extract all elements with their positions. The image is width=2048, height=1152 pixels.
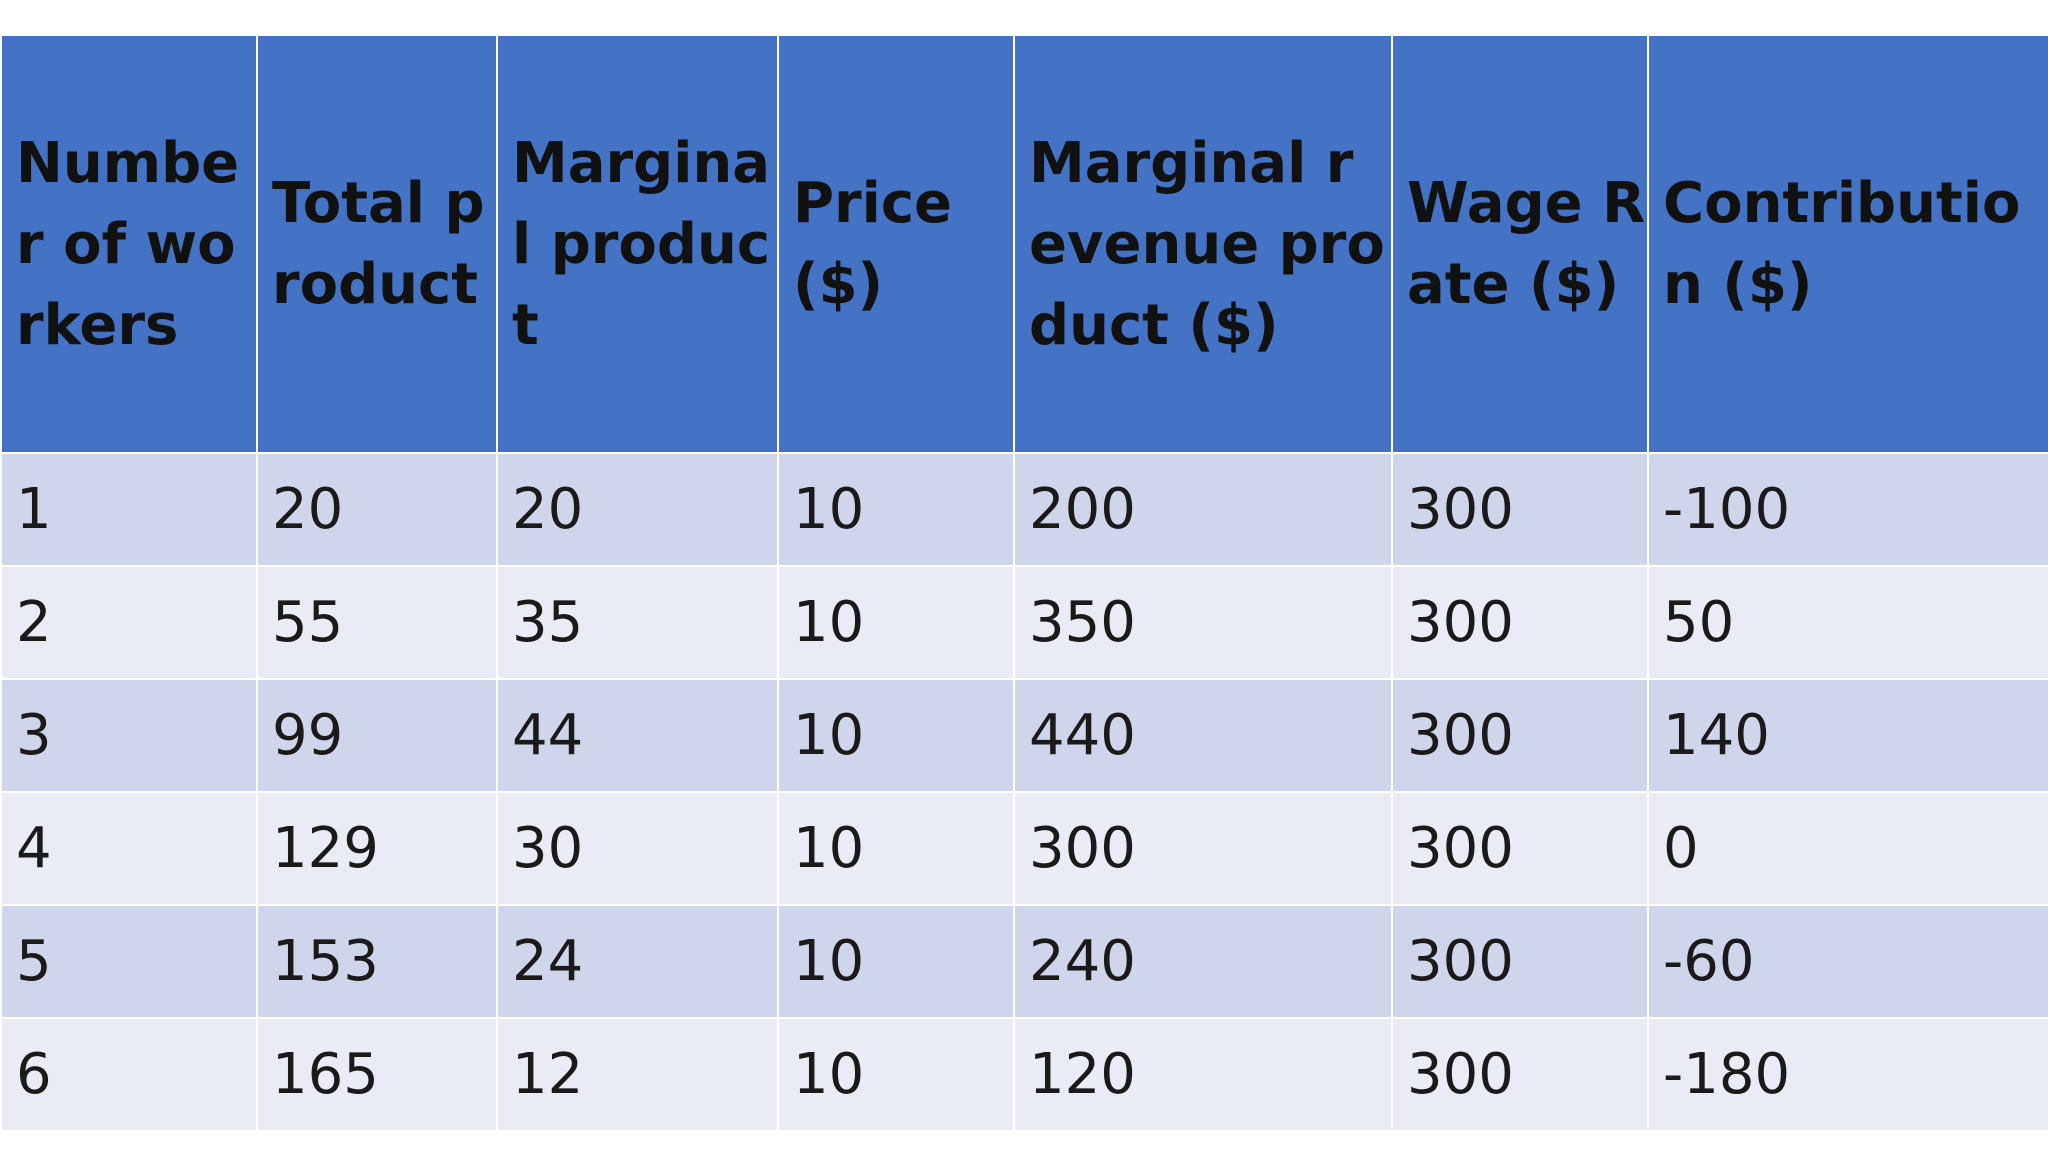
- column-header-wage-rate: Wage Rate ($): [1391, 34, 1649, 454]
- cell-contribution: 140: [1647, 678, 2048, 793]
- cell-total-product: 20: [256, 452, 498, 567]
- cell-mrp: 350: [1013, 565, 1393, 680]
- cell-workers: 1: [0, 452, 258, 567]
- header-row: Number of workers Total product Marginal…: [0, 34, 2048, 454]
- table-row: 1 20 20 10 200 300 -100: [0, 452, 2048, 567]
- cell-marginal-product: 35: [496, 565, 779, 680]
- cell-contribution: -100: [1647, 452, 2048, 567]
- column-header-number-of-workers: Number of workers: [0, 34, 258, 454]
- table-row: 3 99 44 10 440 300 140: [0, 678, 2048, 793]
- cell-marginal-product: 20: [496, 452, 779, 567]
- cell-workers: 5: [0, 904, 258, 1019]
- cell-total-product: 165: [256, 1017, 498, 1132]
- cell-price: 10: [777, 678, 1015, 793]
- cell-marginal-product: 44: [496, 678, 779, 793]
- cell-mrp: 200: [1013, 452, 1393, 567]
- column-header-total-product: Total product: [256, 34, 498, 454]
- cell-wage-rate: 300: [1391, 565, 1649, 680]
- cell-contribution: 0: [1647, 791, 2048, 906]
- cell-wage-rate: 300: [1391, 452, 1649, 567]
- cell-marginal-product: 12: [496, 1017, 779, 1132]
- cell-mrp: 240: [1013, 904, 1393, 1019]
- data-table: Number of workers Total product Marginal…: [0, 34, 2048, 1132]
- cell-total-product: 129: [256, 791, 498, 906]
- cell-total-product: 153: [256, 904, 498, 1019]
- cell-contribution: 50: [1647, 565, 2048, 680]
- table-row: 2 55 35 10 350 300 50: [0, 565, 2048, 680]
- cell-mrp: 120: [1013, 1017, 1393, 1132]
- cell-wage-rate: 300: [1391, 1017, 1649, 1132]
- cell-total-product: 55: [256, 565, 498, 680]
- cell-wage-rate: 300: [1391, 791, 1649, 906]
- cell-price: 10: [777, 791, 1015, 906]
- cell-price: 10: [777, 1017, 1015, 1132]
- cell-total-product: 99: [256, 678, 498, 793]
- cell-contribution: -60: [1647, 904, 2048, 1019]
- column-header-price: Price ($): [777, 34, 1015, 454]
- cell-price: 10: [777, 904, 1015, 1019]
- cell-workers: 3: [0, 678, 258, 793]
- table-row: 6 165 12 10 120 300 -180: [0, 1017, 2048, 1132]
- cell-contribution: -180: [1647, 1017, 2048, 1132]
- column-header-contribution: Contribution ($): [1647, 34, 2048, 454]
- cell-workers: 4: [0, 791, 258, 906]
- data-table-container: Number of workers Total product Marginal…: [0, 34, 2048, 1132]
- column-header-marginal-revenue-product: Marginal revenue product ($): [1013, 34, 1393, 454]
- cell-marginal-product: 24: [496, 904, 779, 1019]
- cell-mrp: 440: [1013, 678, 1393, 793]
- cell-workers: 2: [0, 565, 258, 680]
- table-row: 5 153 24 10 240 300 -60: [0, 904, 2048, 1019]
- cell-marginal-product: 30: [496, 791, 779, 906]
- column-header-marginal-product: Marginal product: [496, 34, 779, 454]
- cell-workers: 6: [0, 1017, 258, 1132]
- cell-mrp: 300: [1013, 791, 1393, 906]
- table-row: 4 129 30 10 300 300 0: [0, 791, 2048, 906]
- table-body: 1 20 20 10 200 300 -100 2 55 35 10 350 300 50 3 99 44 10 4…: [0, 452, 2048, 1132]
- cell-price: 10: [777, 565, 1015, 680]
- cell-wage-rate: 300: [1391, 904, 1649, 1019]
- table-header: Number of workers Total product Marginal…: [0, 34, 2048, 454]
- cell-wage-rate: 300: [1391, 678, 1649, 793]
- cell-price: 10: [777, 452, 1015, 567]
